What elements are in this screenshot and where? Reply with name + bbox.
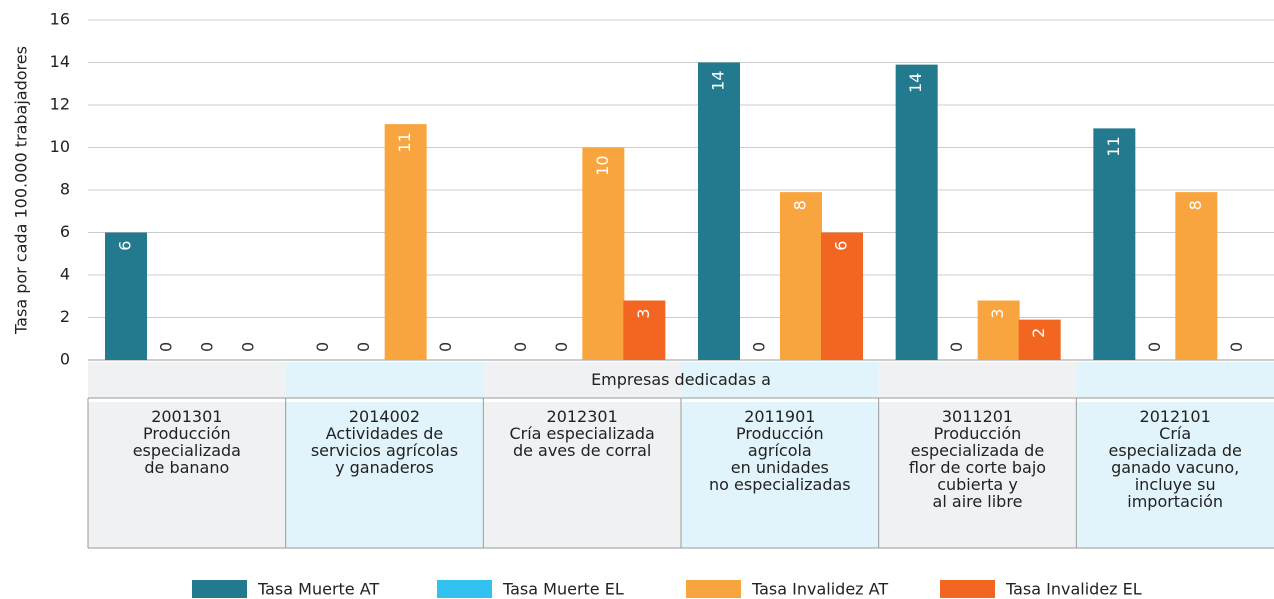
- value-label: 10: [593, 156, 612, 176]
- category-cell: [681, 402, 879, 548]
- legend-swatch: [940, 580, 995, 598]
- bar: [582, 147, 625, 360]
- bar: [821, 232, 863, 360]
- value-label: 0: [354, 342, 373, 352]
- category-label: 2014002 Actividades de servicios agrícol…: [310, 407, 459, 477]
- legend-swatch: [437, 580, 492, 598]
- y-tick-label: 10: [50, 137, 70, 156]
- value-label: 11: [1104, 136, 1123, 156]
- category-label: 2012301 Cría especializada de aves de co…: [509, 407, 655, 460]
- value-label: 2: [1029, 328, 1048, 338]
- header-band: [285, 362, 484, 398]
- value-label: 14: [906, 73, 925, 93]
- category-cell: [1076, 402, 1274, 548]
- value-label: 0: [436, 342, 455, 352]
- value-label: 6: [116, 241, 135, 251]
- y-tick-label: 0: [60, 350, 70, 369]
- bar: [1175, 192, 1218, 360]
- category-label: 2012101 Cría especializada de ganado vac…: [1108, 407, 1242, 511]
- bar: [105, 232, 147, 360]
- value-label: 0: [157, 342, 176, 352]
- y-axis-label: Tasa por cada 100.000 trabajadores: [12, 46, 31, 335]
- y-tick-label: 2: [60, 307, 70, 326]
- value-label: 8: [791, 200, 810, 210]
- value-label: 0: [750, 342, 769, 352]
- value-label: 0: [511, 342, 530, 352]
- bar: [698, 62, 740, 360]
- category-cell: [878, 402, 1077, 548]
- legend-label: Tasa Muerte EL: [502, 580, 624, 599]
- bar: [895, 64, 938, 360]
- value-label: 0: [947, 342, 966, 352]
- value-label: 0: [1145, 342, 1164, 352]
- bar: [780, 192, 822, 360]
- bar: [977, 300, 1020, 360]
- header-band: [878, 362, 1077, 398]
- value-label: 0: [313, 342, 332, 352]
- y-tick-label: 12: [50, 95, 70, 114]
- category-cell: [88, 402, 286, 548]
- value-label: 3: [988, 309, 1007, 319]
- category-cell: [483, 402, 681, 548]
- legend-label: Tasa Muerte AT: [257, 580, 379, 599]
- value-label: 14: [709, 71, 728, 91]
- legend-label: Tasa Invalidez AT: [751, 580, 888, 599]
- y-tick-label: 4: [60, 265, 70, 284]
- value-label: 6: [832, 241, 851, 251]
- category-label: 3011201 Producción especializada de flor…: [908, 407, 1047, 511]
- value-label: 0: [239, 342, 258, 352]
- bar: [384, 124, 427, 360]
- value-label: 3: [634, 309, 653, 319]
- value-label: 0: [552, 342, 571, 352]
- y-tick-label: 8: [60, 180, 70, 199]
- value-label: 8: [1186, 200, 1205, 210]
- bar: [623, 300, 666, 360]
- header-band: [88, 362, 286, 398]
- group-title: Empresas dedicadas a: [591, 370, 771, 389]
- header-band: [1076, 362, 1274, 398]
- value-label: 0: [1227, 342, 1246, 352]
- y-tick-label: 6: [60, 222, 70, 241]
- category-cell: [285, 402, 484, 548]
- category-label: 2001301 Producción especializada de bana…: [132, 407, 241, 477]
- y-tick-label: 14: [50, 52, 70, 71]
- header-band: [483, 362, 681, 398]
- y-tick-label: 16: [50, 10, 70, 29]
- legend-label: Tasa Invalidez EL: [1005, 580, 1142, 599]
- header-band: [681, 362, 879, 398]
- legend-swatch: [686, 580, 741, 598]
- value-label: 0: [198, 342, 217, 352]
- legend-swatch: [192, 580, 247, 598]
- value-label: 11: [395, 132, 414, 152]
- bar: [1093, 128, 1136, 360]
- category-label: 2011901 Producción agrícola en unidades …: [709, 407, 851, 494]
- bar: [1018, 319, 1061, 360]
